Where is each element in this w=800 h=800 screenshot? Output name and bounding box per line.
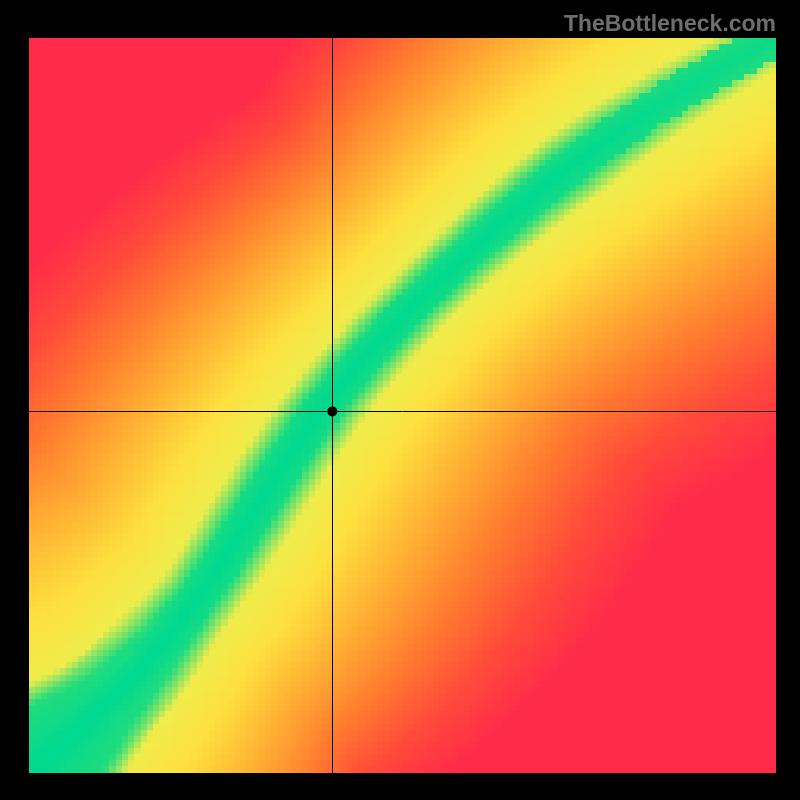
watermark-text: TheBottleneck.com	[564, 10, 776, 37]
chart-container: TheBottleneck.com	[0, 0, 800, 800]
bottleneck-heatmap	[29, 38, 776, 773]
